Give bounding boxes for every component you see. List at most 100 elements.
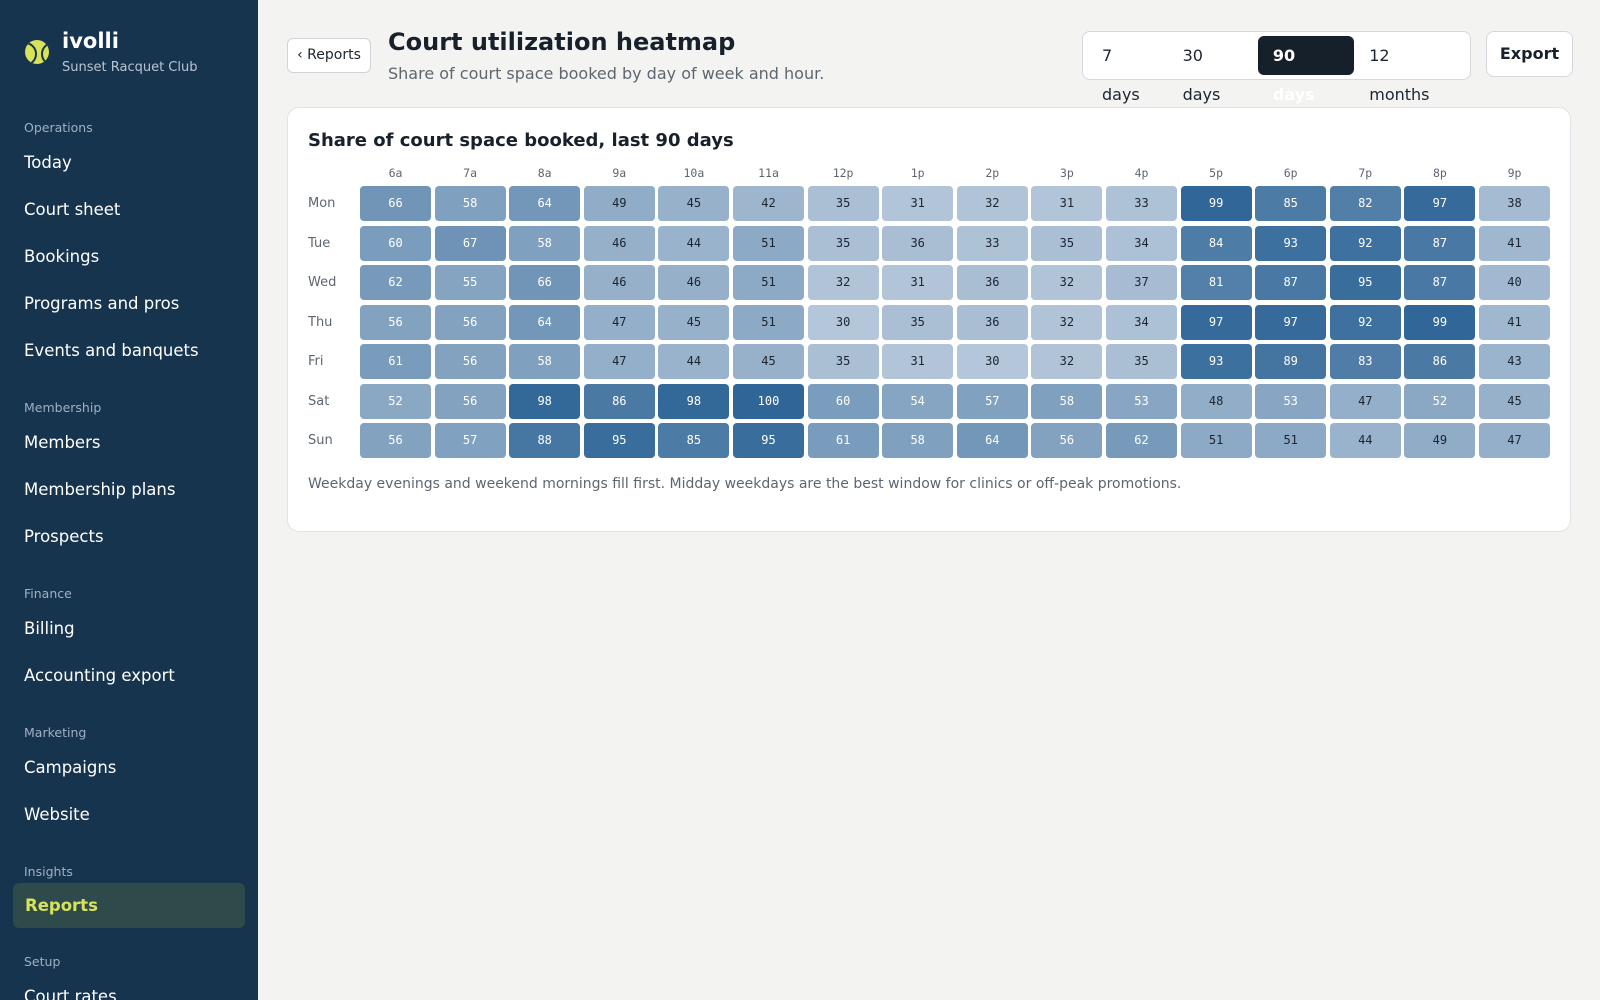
heatmap-cell-tue-10a[interactable]: 44: [658, 225, 730, 261]
heatmap-cell-thu-11a[interactable]: 51: [733, 304, 804, 340]
heatmap-cell-sat-5p[interactable]: 48: [1180, 383, 1252, 419]
brand[interactable]: ivolli Sunset Racquet Club: [25, 28, 198, 75]
heatmap-cell-thu-6p[interactable]: 97: [1255, 304, 1327, 340]
heatmap-cell-tue-8p[interactable]: 87: [1404, 225, 1476, 261]
heatmap-cell-mon-12p[interactable]: 35: [807, 186, 879, 221]
export-button[interactable]: Export: [1486, 31, 1573, 77]
heatmap-cell-sat-7a[interactable]: 56: [434, 383, 506, 419]
heatmap-cell-wed-2p[interactable]: 36: [956, 265, 1028, 300]
heatmap-cell-thu-1p[interactable]: 35: [882, 304, 954, 340]
heatmap-cell-tue-8a[interactable]: 58: [509, 225, 581, 261]
heatmap-cell-tue-7a[interactable]: 67: [434, 225, 506, 261]
heatmap-cell-sun-4p[interactable]: 62: [1106, 423, 1177, 458]
heatmap-cell-fri-4p[interactable]: 35: [1106, 344, 1177, 379]
heatmap-cell-tue-9p[interactable]: 41: [1479, 225, 1550, 261]
heatmap-cell-sun-8p[interactable]: 49: [1404, 423, 1476, 458]
heatmap-cell-sun-9p[interactable]: 47: [1479, 423, 1550, 458]
sidebar-item-billing[interactable]: Billing: [24, 619, 75, 638]
heatmap-cell-sat-6a[interactable]: 52: [360, 383, 431, 419]
heatmap-cell-fri-3p[interactable]: 32: [1031, 344, 1103, 379]
heatmap-cell-mon-7p[interactable]: 82: [1329, 186, 1401, 221]
heatmap-cell-tue-4p[interactable]: 34: [1106, 225, 1177, 261]
heatmap-cell-wed-1p[interactable]: 31: [882, 265, 954, 300]
heatmap-cell-thu-7p[interactable]: 92: [1329, 304, 1401, 340]
heatmap-cell-wed-5p[interactable]: 81: [1180, 265, 1252, 300]
heatmap-cell-tue-11a[interactable]: 51: [733, 225, 804, 261]
heatmap-cell-tue-5p[interactable]: 84: [1180, 225, 1252, 261]
sidebar-item-campaigns[interactable]: Campaigns: [24, 758, 117, 777]
heatmap-cell-tue-6a[interactable]: 60: [360, 225, 431, 261]
back-to-reports-button[interactable]: ‹ Reports: [287, 38, 371, 73]
heatmap-cell-sat-9p[interactable]: 45: [1479, 383, 1550, 419]
heatmap-cell-sun-11a[interactable]: 95: [733, 423, 804, 458]
heatmap-cell-fri-9a[interactable]: 47: [583, 344, 655, 379]
heatmap-cell-fri-11a[interactable]: 45: [733, 344, 804, 379]
heatmap-cell-tue-6p[interactable]: 93: [1255, 225, 1327, 261]
heatmap-cell-fri-1p[interactable]: 31: [882, 344, 954, 379]
heatmap-cell-thu-8a[interactable]: 64: [509, 304, 581, 340]
heatmap-cell-sat-3p[interactable]: 58: [1031, 383, 1103, 419]
heatmap-cell-fri-9p[interactable]: 43: [1479, 344, 1550, 379]
heatmap-cell-sun-12p[interactable]: 61: [807, 423, 879, 458]
heatmap-cell-mon-4p[interactable]: 33: [1106, 186, 1177, 221]
heatmap-cell-mon-3p[interactable]: 31: [1031, 186, 1103, 221]
range-30-days-button[interactable]: 30 days: [1182, 46, 1221, 104]
sidebar-item-bookings[interactable]: Bookings: [24, 247, 100, 266]
heatmap-cell-mon-10a[interactable]: 45: [658, 186, 730, 221]
heatmap-cell-fri-6p[interactable]: 89: [1255, 344, 1327, 379]
heatmap-cell-fri-6a[interactable]: 61: [360, 344, 431, 379]
heatmap-cell-fri-10a[interactable]: 44: [658, 344, 730, 379]
heatmap-cell-fri-5p[interactable]: 93: [1180, 344, 1252, 379]
sidebar-item-prospects[interactable]: Prospects: [24, 527, 104, 546]
sidebar-item-programs-and-pros[interactable]: Programs and pros: [24, 294, 180, 313]
sidebar-item-court-sheet[interactable]: Court sheet: [24, 200, 121, 219]
range-7-days-button[interactable]: 7 days: [1102, 46, 1140, 104]
sidebar-item-membership-plans[interactable]: Membership plans: [24, 480, 176, 499]
heatmap-cell-sat-8a[interactable]: 98: [509, 383, 581, 419]
sidebar-item-accounting-export[interactable]: Accounting export: [24, 666, 175, 685]
heatmap-cell-fri-8a[interactable]: 58: [509, 344, 581, 379]
heatmap-cell-sat-10a[interactable]: 98: [658, 383, 730, 419]
heatmap-cell-mon-8p[interactable]: 97: [1404, 186, 1476, 221]
heatmap-cell-sun-7a[interactable]: 57: [434, 423, 506, 458]
heatmap-cell-wed-8p[interactable]: 87: [1404, 265, 1476, 300]
heatmap-cell-mon-1p[interactable]: 31: [882, 186, 954, 221]
heatmap-cell-mon-6p[interactable]: 85: [1255, 186, 1327, 221]
heatmap-cell-tue-9a[interactable]: 46: [583, 225, 655, 261]
heatmap-cell-tue-12p[interactable]: 35: [807, 225, 879, 261]
heatmap-cell-sat-12p[interactable]: 60: [807, 383, 879, 419]
heatmap-cell-mon-2p[interactable]: 32: [956, 186, 1028, 221]
heatmap-cell-tue-3p[interactable]: 35: [1031, 225, 1103, 261]
heatmap-cell-thu-2p[interactable]: 36: [956, 304, 1028, 340]
heatmap-cell-mon-6a[interactable]: 66: [360, 186, 431, 221]
heatmap-cell-mon-9p[interactable]: 38: [1479, 186, 1550, 221]
sidebar-item-reports[interactable]: Reports: [13, 883, 245, 928]
heatmap-cell-mon-9a[interactable]: 49: [583, 186, 655, 221]
heatmap-cell-fri-2p[interactable]: 30: [956, 344, 1028, 379]
heatmap-cell-sat-2p[interactable]: 57: [956, 383, 1028, 419]
heatmap-cell-sat-4p[interactable]: 53: [1106, 383, 1177, 419]
heatmap-cell-sun-8a[interactable]: 88: [509, 423, 581, 458]
heatmap-cell-sun-1p[interactable]: 58: [882, 423, 954, 458]
heatmap-cell-sun-6p[interactable]: 51: [1255, 423, 1327, 458]
heatmap-cell-fri-7p[interactable]: 83: [1329, 344, 1401, 379]
heatmap-cell-thu-8p[interactable]: 99: [1404, 304, 1476, 340]
heatmap-cell-fri-7a[interactable]: 56: [434, 344, 506, 379]
heatmap-cell-tue-2p[interactable]: 33: [956, 225, 1028, 261]
heatmap-cell-sun-2p[interactable]: 64: [956, 423, 1028, 458]
heatmap-cell-thu-7a[interactable]: 56: [434, 304, 506, 340]
heatmap-cell-sat-7p[interactable]: 47: [1329, 383, 1401, 419]
heatmap-cell-sat-1p[interactable]: 54: [882, 383, 954, 419]
heatmap-cell-thu-5p[interactable]: 97: [1180, 304, 1252, 340]
heatmap-cell-sat-8p[interactable]: 52: [1404, 383, 1476, 419]
heatmap-cell-thu-3p[interactable]: 32: [1031, 304, 1103, 340]
heatmap-cell-wed-11a[interactable]: 51: [733, 265, 804, 300]
heatmap-cell-sun-6a[interactable]: 56: [360, 423, 431, 458]
heatmap-cell-mon-8a[interactable]: 64: [509, 186, 581, 221]
heatmap-cell-fri-8p[interactable]: 86: [1404, 344, 1476, 379]
heatmap-cell-mon-11a[interactable]: 42: [733, 186, 804, 221]
heatmap-cell-wed-9a[interactable]: 46: [583, 265, 655, 300]
heatmap-cell-thu-6a[interactable]: 56: [360, 304, 431, 340]
heatmap-cell-wed-6p[interactable]: 87: [1255, 265, 1327, 300]
heatmap-cell-fri-12p[interactable]: 35: [807, 344, 879, 379]
